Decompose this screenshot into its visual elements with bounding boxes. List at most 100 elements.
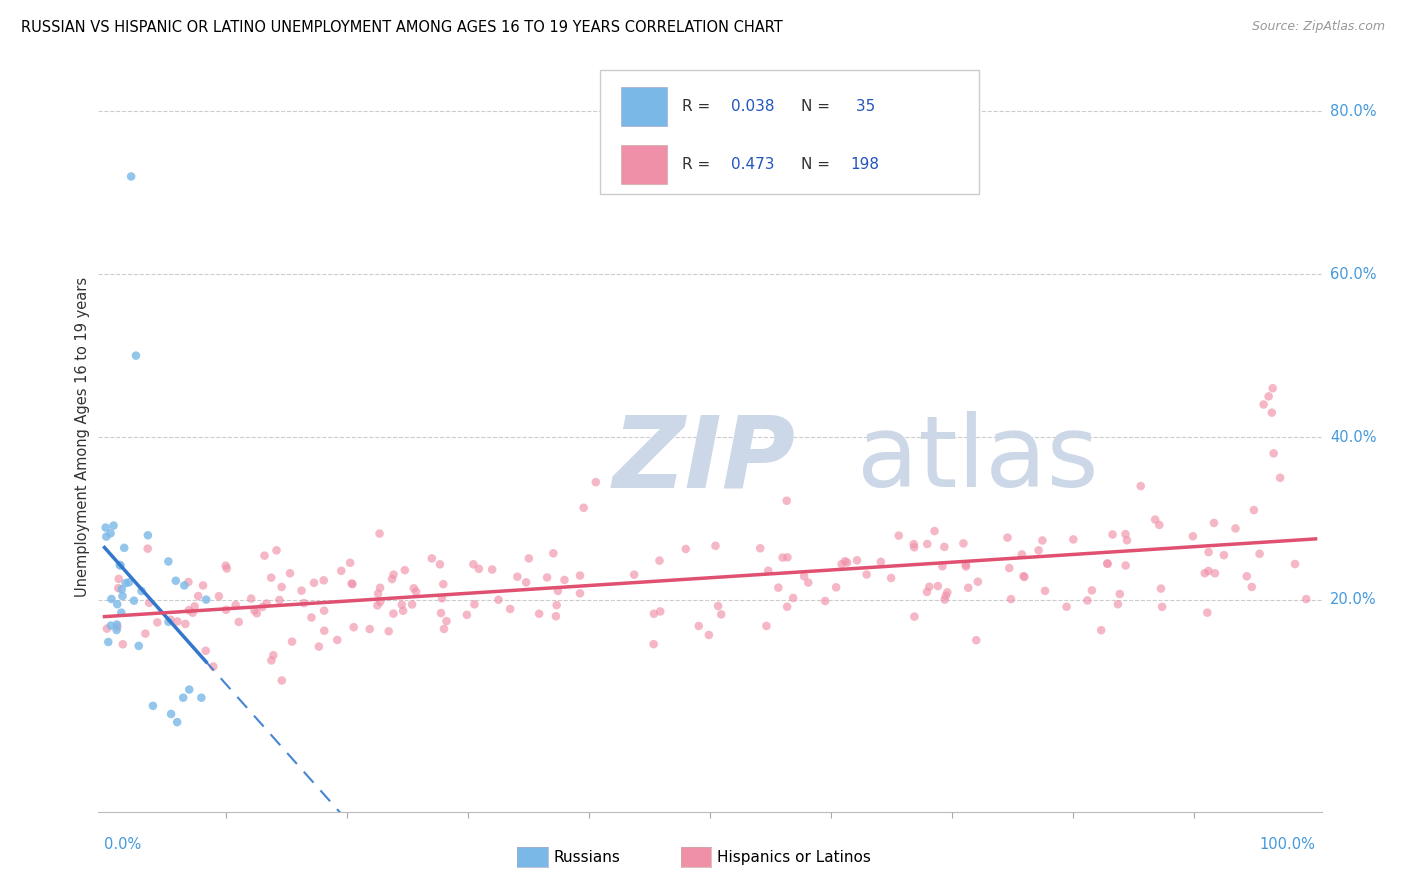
Point: [381, 572, 404, 586]
Point: [172, 690, 194, 705]
Point: [1097, 557, 1119, 571]
Point: [543, 546, 565, 560]
Point: [1261, 381, 1284, 395]
Point: [572, 500, 595, 515]
Point: [330, 564, 353, 578]
Point: [1268, 471, 1291, 485]
Point: [429, 558, 451, 572]
Point: [391, 598, 413, 612]
Point: [936, 585, 959, 599]
Point: [1011, 548, 1033, 562]
Point: [463, 598, 485, 612]
Point: [96, 622, 118, 636]
Text: 40.0%: 40.0%: [1330, 430, 1376, 444]
Point: [367, 587, 389, 601]
Point: [105, 617, 128, 632]
Point: [243, 604, 266, 618]
Point: [246, 607, 269, 621]
Point: [278, 566, 301, 581]
Point: [846, 553, 869, 567]
Point: [697, 628, 720, 642]
Point: [111, 637, 134, 651]
Point: [179, 682, 201, 697]
Point: [517, 551, 540, 566]
Point: [131, 584, 153, 599]
Point: [623, 567, 645, 582]
Point: [432, 577, 454, 591]
Point: [1295, 592, 1317, 607]
Point: [382, 567, 405, 582]
Point: [1012, 569, 1035, 583]
Point: [111, 589, 134, 603]
Point: [107, 581, 129, 595]
Point: [1081, 583, 1104, 598]
Point: [405, 584, 427, 599]
Point: [111, 582, 134, 597]
Point: [1197, 606, 1219, 620]
Point: [157, 554, 180, 568]
Text: ZIP: ZIP: [612, 411, 796, 508]
Point: [342, 577, 364, 591]
Point: [433, 622, 456, 636]
Point: [181, 606, 204, 620]
Point: [468, 562, 491, 576]
Text: 0.0%: 0.0%: [104, 837, 142, 852]
Point: [527, 607, 550, 621]
Point: [553, 573, 575, 587]
Point: [831, 557, 853, 571]
Point: [382, 607, 405, 621]
Point: [190, 690, 212, 705]
Point: [688, 619, 710, 633]
Point: [174, 616, 197, 631]
Text: 35: 35: [851, 99, 875, 114]
Point: [1198, 564, 1220, 578]
Point: [166, 615, 188, 629]
Point: [1062, 533, 1084, 547]
Point: [965, 633, 987, 648]
Point: [166, 715, 188, 730]
Point: [308, 640, 330, 654]
Point: [768, 581, 790, 595]
Point: [136, 528, 159, 542]
Point: [1129, 479, 1152, 493]
Text: Russians: Russians: [554, 850, 621, 864]
Point: [837, 556, 859, 570]
Point: [1000, 592, 1022, 607]
Point: [368, 581, 391, 595]
Point: [160, 706, 183, 721]
Point: [1284, 557, 1306, 571]
Point: [339, 556, 361, 570]
Point: [957, 581, 980, 595]
Point: [915, 585, 938, 599]
Point: [1033, 583, 1056, 598]
Point: [120, 169, 142, 184]
Point: [142, 698, 165, 713]
Point: [1144, 513, 1167, 527]
Point: [749, 541, 772, 556]
Point: [650, 604, 672, 618]
Point: [776, 550, 799, 565]
Point: [1240, 580, 1263, 594]
Text: R =: R =: [682, 157, 716, 172]
Point: [456, 607, 478, 622]
Point: [1115, 558, 1137, 573]
Point: [1150, 582, 1173, 596]
Point: [998, 561, 1021, 575]
Point: [215, 561, 238, 575]
Point: [931, 559, 953, 574]
Point: [107, 572, 129, 586]
Point: [281, 634, 304, 648]
Point: [772, 550, 794, 565]
Point: [536, 570, 558, 584]
Point: [215, 603, 238, 617]
Point: [917, 537, 939, 551]
Point: [569, 586, 592, 600]
Point: [191, 578, 214, 592]
Point: [1014, 570, 1036, 584]
Point: [326, 632, 349, 647]
Point: [1257, 389, 1279, 403]
Point: [107, 620, 129, 634]
Point: [546, 598, 568, 612]
Point: [430, 606, 453, 620]
Point: [253, 549, 276, 563]
